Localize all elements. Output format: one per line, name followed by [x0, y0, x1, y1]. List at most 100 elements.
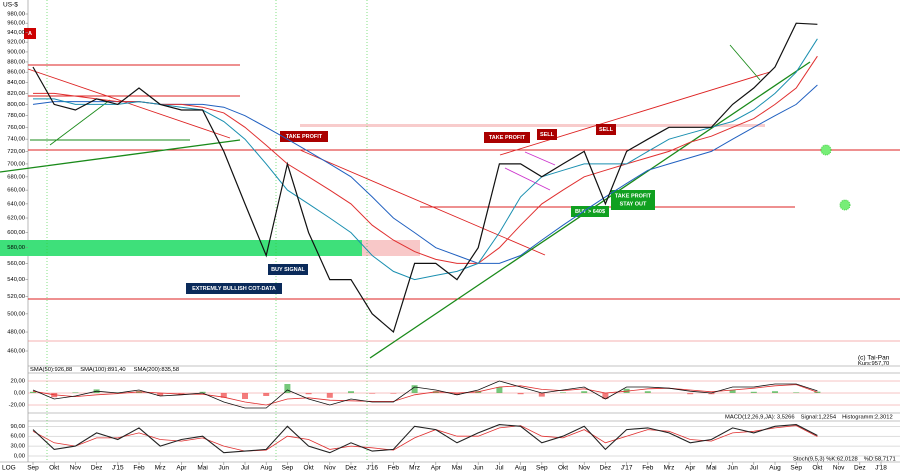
x-tick-label: Nov — [324, 465, 336, 472]
x-tick-label: Apr — [176, 465, 187, 472]
y-tick-label: 0,00 — [14, 454, 25, 460]
histogram-bar — [220, 393, 227, 398]
annotation: TAKE PROFIT — [286, 134, 323, 140]
x-tick-label: Nov — [833, 465, 845, 472]
x-tick-label: Mai — [452, 465, 462, 472]
y-tick-label: 900,00 — [7, 49, 25, 55]
histogram-bar — [348, 391, 354, 393]
y-tick-label: 480,00 — [7, 330, 25, 336]
x-tick-label: Jul — [495, 465, 504, 472]
histogram-bar — [72, 392, 79, 393]
x-tick-label: Dez — [854, 465, 866, 472]
x-tick-label: Jul — [750, 465, 759, 472]
frame — [0, 0, 900, 463]
y-tick-label: 20,00 — [10, 379, 25, 385]
series-line — [32, 384, 818, 406]
series-line — [32, 84, 818, 264]
y-tick-label: 920,00 — [7, 40, 25, 46]
y-tick-label: 700,00 — [7, 161, 25, 167]
annotation: TAKE PROFIT — [615, 193, 652, 199]
legend-entry: SMA(50):926,88 — [30, 367, 72, 373]
y-unit: US-$ — [3, 2, 18, 9]
y-tick-label: 680,00 — [7, 174, 25, 180]
histogram-bar — [390, 393, 397, 394]
last-price: Kurs:957,70 — [858, 361, 889, 367]
legend-entry: MACD(12,26,9,JA): 3,5266 — [725, 415, 795, 421]
x-tick-label: Aug — [769, 465, 781, 472]
histogram-bar — [750, 391, 757, 393]
x-tick-label: Feb — [133, 465, 145, 472]
y-tick-label: 860,00 — [7, 70, 25, 76]
x-tick-label: J'18 — [875, 465, 887, 472]
y-tick-label: 820,00 — [7, 91, 25, 97]
histogram-bar — [729, 390, 736, 393]
y-tick-label: 720,00 — [7, 149, 25, 155]
x-tick-label: J'17 — [621, 465, 633, 472]
x-tick-label: Sep — [536, 465, 548, 472]
annotation: EXTREMLY BULLISH COT-DATA — [192, 286, 276, 292]
series-line — [32, 424, 818, 454]
annotation: SELL — [540, 132, 555, 138]
legend-entry: Histogramm:2,3012 — [842, 415, 893, 421]
annotation: BUY SIGNAL — [271, 267, 305, 273]
histogram-bar — [581, 391, 588, 393]
y-tick-label: 580,00 — [7, 245, 25, 251]
copyright: (c) Tai-Pan — [858, 355, 890, 362]
histogram-bar — [708, 393, 715, 395]
histogram-bar — [560, 392, 566, 393]
histogram-bar — [178, 393, 185, 394]
annotation: TAKE PROFIT — [489, 135, 526, 141]
histogram-bar — [538, 393, 545, 397]
x-tick-label: J'16 — [366, 465, 378, 472]
annotation: BUY > 640$ — [575, 209, 605, 215]
series-line — [33, 55, 818, 264]
series-line — [32, 22, 818, 334]
y-tick-label: 640,00 — [7, 201, 25, 207]
x-tick-label: Okt — [304, 465, 314, 472]
x-tick-label: Nov — [578, 465, 590, 472]
x-tick-label: Apr — [431, 465, 442, 472]
histogram-bar — [157, 393, 164, 396]
histogram-bar — [602, 393, 609, 399]
annotation: STAY OUT — [620, 201, 647, 207]
x-tick-label: Mrz — [155, 465, 166, 472]
histogram-bar — [242, 393, 248, 399]
x-tick-label: Okt — [558, 465, 568, 472]
legend-entry: Signal:1,2254 — [801, 415, 837, 421]
annotation: A — [28, 31, 32, 37]
histogram-bar — [454, 393, 460, 395]
histogram-bar — [644, 391, 651, 393]
x-tick-label: Mrz — [664, 465, 675, 472]
annotations: A TAKE PROFIT TAKE PROFIT SELL SELL BUY … — [24, 28, 655, 294]
x-tick-label: Dez — [91, 465, 103, 472]
series-line — [32, 425, 818, 452]
histogram-bar — [793, 392, 800, 393]
x-tick-label: Jun — [727, 465, 738, 472]
x-tick-label: Feb — [388, 465, 400, 472]
x-tick-label: J'15 — [112, 465, 124, 472]
histogram-bar — [284, 384, 291, 393]
x-tick-label: Okt — [812, 465, 822, 472]
x-tick-label: Nov — [70, 465, 82, 472]
y-tick-label: 880,00 — [7, 59, 25, 65]
y-tick-label: 520,00 — [7, 294, 25, 300]
histogram-bar — [814, 391, 821, 393]
x-tick-label: Jun — [473, 465, 484, 472]
x-tick-label: Aug — [515, 465, 527, 472]
annotation: SELL — [599, 127, 614, 133]
y-tick-label: 560,00 — [7, 261, 25, 267]
y-tick-label: 660,00 — [7, 188, 25, 194]
y-tick-label: 780,00 — [7, 113, 25, 119]
y-tick-label: 30,00 — [10, 444, 25, 450]
x-tick-label: Sep — [27, 465, 39, 472]
x-tick-label: Mai — [706, 465, 716, 472]
y-tick-label: 960,00 — [7, 21, 25, 27]
y-tick-label: 60,00 — [10, 434, 25, 440]
y-tick-label: 840,00 — [7, 80, 25, 86]
x-tick-label: Jun — [219, 465, 230, 472]
histogram-bar — [496, 387, 503, 393]
legend-entry: SMA(100):891,40 — [80, 367, 125, 373]
x-tick-label: Feb — [642, 465, 654, 472]
histogram-bar — [772, 391, 778, 393]
y-tick-label: 800,00 — [7, 102, 25, 108]
